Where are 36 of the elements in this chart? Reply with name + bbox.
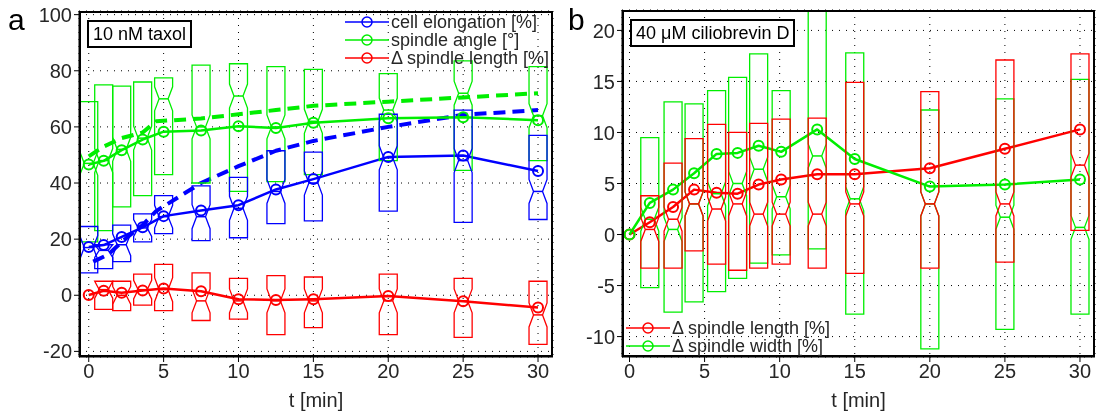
- legend-label: cell elongation [%]: [390, 11, 537, 32]
- y-tick-label: 20: [49, 228, 72, 251]
- y-tick-label: 15: [592, 70, 615, 93]
- annotation: 10 nM taxol: [87, 20, 193, 48]
- y-tick-label: 0: [60, 284, 72, 307]
- text: a: [8, 3, 25, 36]
- y-tick-label: 60: [49, 115, 72, 138]
- x-tick-label: 5: [699, 360, 711, 383]
- y-tick-label: -10: [586, 325, 615, 348]
- x-tick-label: 15: [302, 360, 325, 383]
- x-tick-label: 25: [452, 360, 475, 383]
- legend-label: Δ spindle length [%]: [672, 317, 831, 338]
- x-tick-label: 10: [227, 360, 250, 383]
- x-tick-label: 15: [843, 360, 866, 383]
- x-axis-title: t [min]: [288, 389, 344, 411]
- y-tick-label: -5: [597, 274, 615, 297]
- text: b: [568, 3, 585, 36]
- x-tick-label: 0: [623, 360, 636, 383]
- x-tick-label: 20: [918, 360, 941, 383]
- y-tick-label: 5: [603, 172, 615, 195]
- annotation: 40 μM ciliobrevin D: [630, 19, 796, 47]
- y-tick-label: 10: [592, 121, 615, 144]
- x-tick-label: 10: [768, 360, 791, 383]
- x-tick-label: 25: [993, 360, 1017, 383]
- x-tick-label: 30: [526, 360, 550, 383]
- y-tick-label: -20: [43, 340, 72, 363]
- x-tick-label: 20: [377, 360, 400, 383]
- y-tick-label: 0: [603, 223, 615, 246]
- x-tick-label: 30: [1068, 360, 1092, 383]
- y-tick-label: 20: [592, 19, 615, 42]
- y-tick-label: 100: [38, 3, 72, 26]
- x-tick-label: 5: [158, 360, 170, 383]
- y-tick-label: 40: [49, 172, 72, 195]
- x-tick-label: 0: [83, 360, 95, 383]
- x-axis-title: t [min]: [831, 389, 886, 411]
- y-tick-label: 80: [49, 59, 72, 82]
